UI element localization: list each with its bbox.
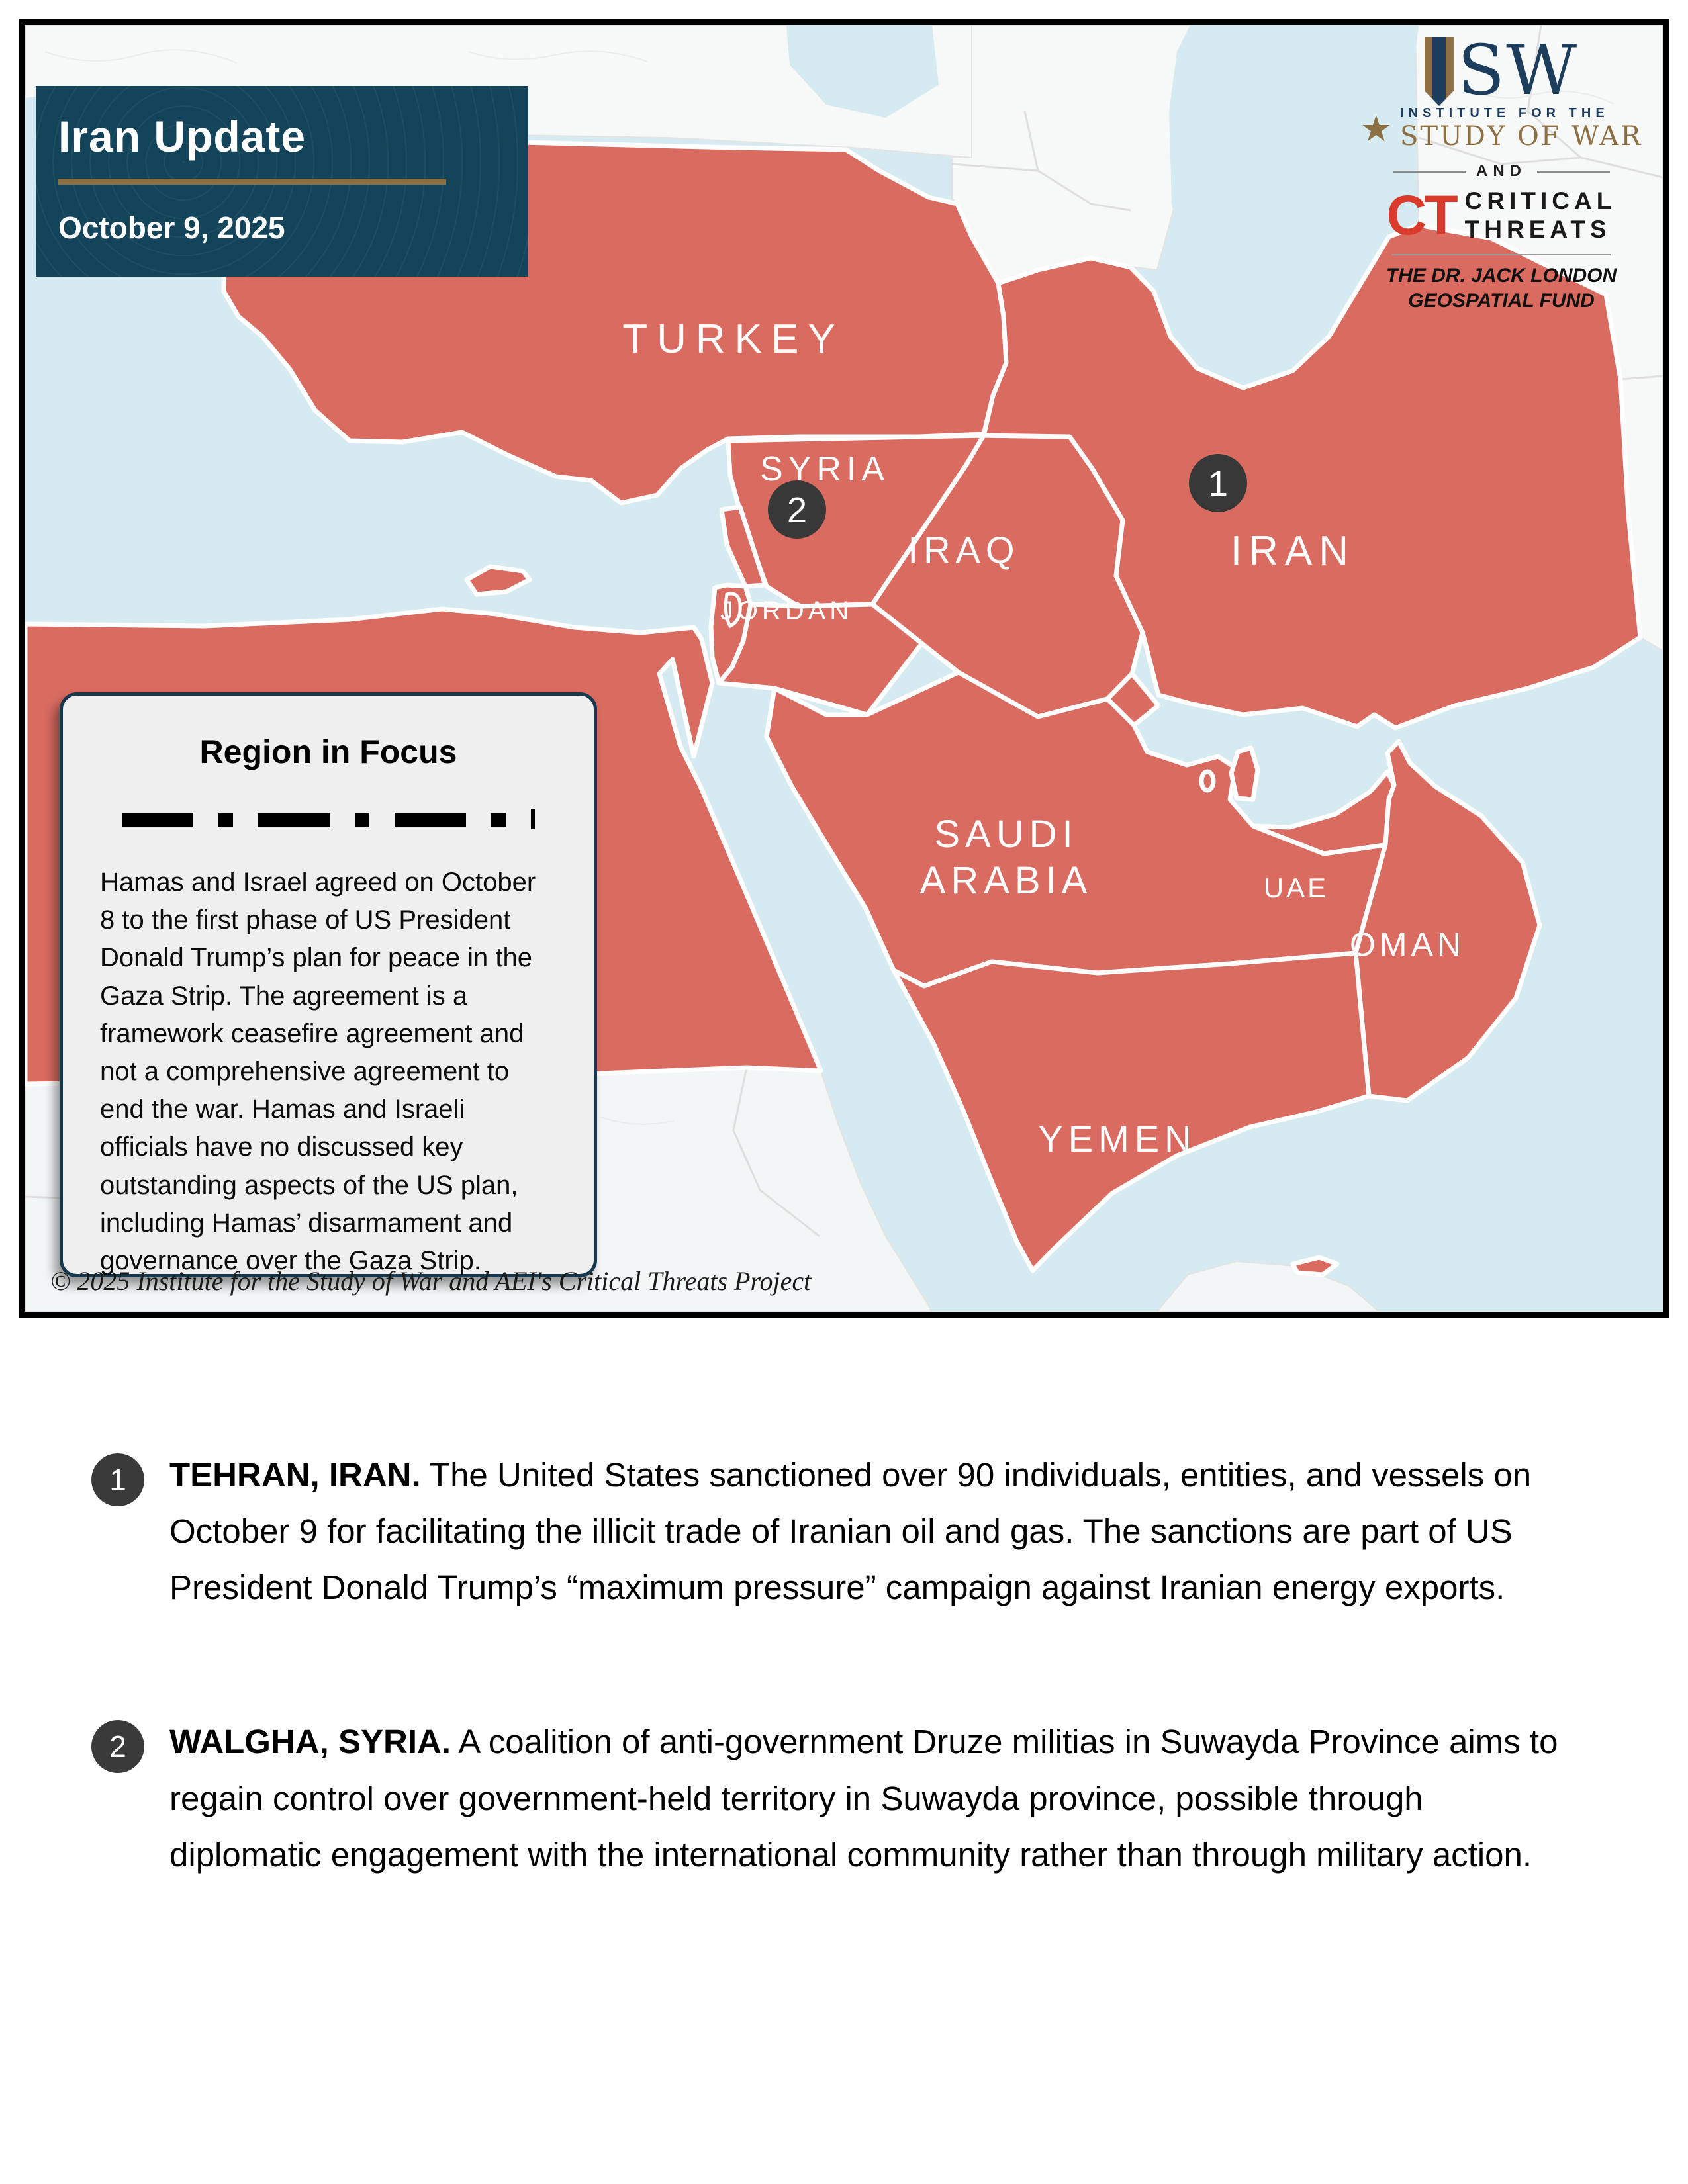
country-uae — [1250, 769, 1397, 856]
study-of-war-line: STUDY OF WAR — [1400, 121, 1643, 152]
black-sea-east — [786, 25, 939, 118]
fund-line1: THE DR. JACK LONDON — [1385, 265, 1617, 287]
item-2-body: A coalition of anti-government Druze mil… — [169, 1723, 1558, 1874]
isw-wordmark: ★ INSTITUTE FOR THE STUDY OF WAR — [1356, 106, 1647, 152]
label-iran: IRAN — [1231, 528, 1355, 574]
country-lebanon — [719, 504, 768, 589]
label-yemen: YEMEN — [1038, 1118, 1196, 1160]
ct-mark: CT — [1386, 183, 1458, 246]
isw-medal-icon — [1424, 37, 1454, 106]
divider-line-left — [1393, 170, 1466, 173]
item-1: 1 TEHRAN, IRAN. The United States sancti… — [91, 1447, 1601, 1615]
label-oman: OMAN — [1350, 926, 1465, 963]
page-title: Iran Update — [58, 112, 306, 161]
item-1-text: TEHRAN, IRAN. The United States sanction… — [169, 1447, 1560, 1615]
contour-lines — [44, 49, 1615, 1144]
country-cyprus — [464, 564, 532, 597]
item-2-location: WALGHA, SYRIA. — [169, 1723, 451, 1761]
critical-threats-logo: CT CRITICAL THREATS — [1356, 187, 1647, 244]
label-iraq: IRAQ — [908, 529, 1020, 570]
label-saudi: SAUDI — [934, 813, 1078, 856]
and-divider: AND — [1356, 162, 1647, 181]
island-socotra — [1290, 1255, 1340, 1277]
map-marker-2-number: 2 — [787, 490, 807, 530]
country-oman — [1353, 739, 1542, 1103]
threats-label: THREATS — [1464, 215, 1611, 243]
and-label: AND — [1476, 162, 1526, 180]
fund-divider — [1392, 254, 1611, 256]
land-caucasus — [951, 25, 1198, 285]
label-arabia: ARABIA — [920, 859, 1093, 902]
label-uae: UAE — [1264, 872, 1329, 903]
fund-line2: GEOSPATIAL FUND — [1408, 289, 1595, 312]
item-2-text: WALGHA, SYRIA. A coalition of anti-gover… — [169, 1713, 1560, 1882]
update-items: 1 TEHRAN, IRAN. The United States sancti… — [91, 1447, 1601, 1981]
country-yemen — [891, 950, 1372, 1273]
item-1-body: The United States sanctioned over 90 ind… — [169, 1456, 1532, 1607]
dash-dot-legend — [100, 809, 557, 829]
title-box: Iran Update October 9, 2025 — [36, 86, 528, 277]
isw-logo: SW — [1356, 30, 1647, 111]
logo-block: SW ★ INSTITUTE FOR THE STUDY OF WAR AND … — [1356, 30, 1647, 313]
country-qatar — [1229, 745, 1260, 802]
gold-divider — [58, 179, 446, 185]
isw-letters: SW — [1457, 30, 1579, 111]
faint-borders — [25, 25, 1663, 1238]
caspian-sea — [1169, 25, 1419, 376]
country-iran — [981, 222, 1643, 731]
country-bahrain — [1199, 769, 1216, 793]
divider-line-right — [1537, 170, 1610, 173]
map-marker-1: 1 — [1189, 454, 1247, 512]
item-2-number-badge: 2 — [91, 1720, 144, 1774]
item-2: 2 WALGHA, SYRIA. A coalition of anti-gov… — [91, 1713, 1601, 1882]
label-turkey: TURKEY — [622, 316, 844, 362]
institute-line: INSTITUTE FOR THE — [1400, 106, 1609, 120]
page-date: October 9, 2025 — [58, 210, 285, 245]
map-marker-1-number: 1 — [1208, 464, 1228, 504]
map-panel: TURKEY SYRIA IRAQ IRAN JORDAN SAUDI ARAB… — [19, 19, 1669, 1318]
region-in-focus-text: Hamas and Israel agreed on October 8 to … — [100, 868, 536, 1275]
map-marker-2: 2 — [768, 480, 826, 539]
copyright-line: © 2025 Institute for the Study of War an… — [50, 1266, 812, 1296]
item-1-location: TEHRAN, IRAN. — [169, 1456, 421, 1494]
region-in-focus-box: Region in Focus Hamas and Israel agreed … — [60, 692, 597, 1277]
critical-label: CRITICAL — [1464, 187, 1617, 214]
west-bank-outline — [724, 592, 742, 629]
star-icon: ★ — [1360, 109, 1393, 149]
label-syria: SYRIA — [760, 450, 890, 488]
item-1-number-badge: 1 — [91, 1453, 144, 1506]
region-in-focus-title: Region in Focus — [199, 733, 457, 770]
label-jordan: JORDAN — [720, 596, 853, 625]
